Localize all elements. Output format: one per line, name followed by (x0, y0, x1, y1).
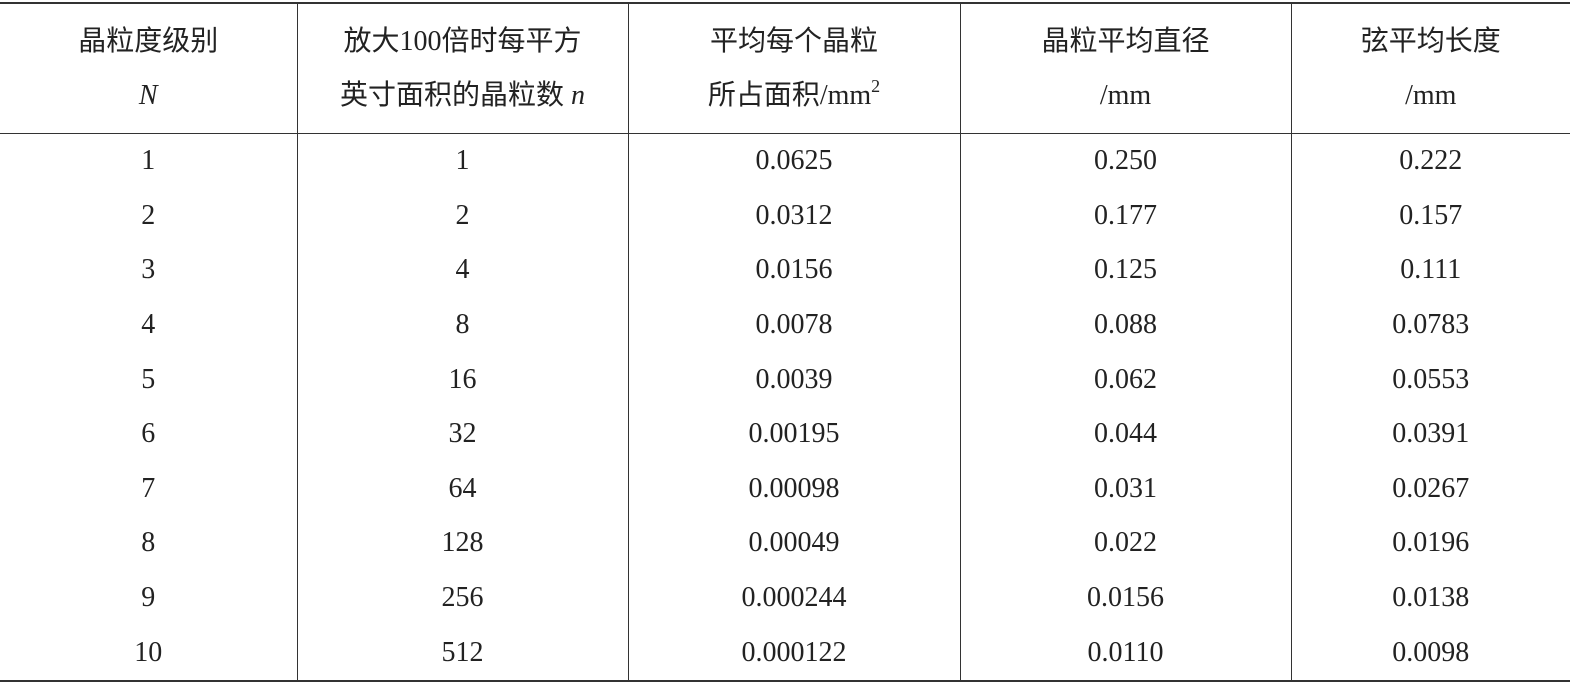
table-cell: 0.0391 (1290, 406, 1570, 462)
table-cell: 0.0625 (627, 133, 960, 189)
table-cell: 0.031 (959, 461, 1291, 517)
table-cell: 2 (141, 199, 156, 231)
table-cell: 2 (296, 188, 628, 244)
table-cell: 4 (141, 309, 156, 341)
table-cell: 0.062 (959, 352, 1291, 407)
table-cell: 1 (141, 145, 156, 177)
table-cell: 128 (296, 516, 628, 571)
header-cell: 晶粒度级别 N (0, 3, 297, 134)
table-cell: 6 (141, 418, 156, 450)
table-cell: 0.0039 (627, 352, 960, 407)
table-cell: 0.157 (1290, 188, 1570, 244)
table-cell: 0.0156 (627, 243, 960, 298)
table-cell: 0.000244 (627, 570, 960, 626)
table-cell: 256 (296, 570, 628, 626)
header-text: 晶粒平均直径 (1041, 25, 1210, 57)
header-text: 放大100倍时每平方 (343, 25, 582, 57)
table-cell: 0.0110 (959, 625, 1291, 681)
header-text: 2 (871, 75, 881, 96)
table-cell: 0.111 (1290, 243, 1570, 298)
table-cell: 0.0783 (1290, 297, 1570, 353)
table-cell: 8 (296, 297, 628, 353)
table-cell: 10 (134, 636, 163, 668)
table-row: 2 2 0.0312 0.177 0.157 (0, 188, 1570, 244)
table-row: 10 512 0.000122 0.0110 0.0098 (0, 625, 1570, 681)
table-header: 晶粒度级别 N 放大100倍时每平方英寸面积的晶粒数 n 平均每个晶粒 所占面积/m… (0, 3, 1570, 134)
table-cell: 512 (296, 625, 628, 681)
table-cell: 0.222 (1290, 133, 1570, 189)
header-cell: 晶粒平均直径/mm (959, 3, 1291, 134)
table-row: 6 32 0.00195 0.044 0.0391 (0, 406, 1570, 462)
table-cell: 8 (141, 527, 156, 559)
table-row: 5 16 0.0039 0.062 0.0553 (0, 352, 1570, 407)
header-cell: 平均每个晶粒 所占面积/mm2 (627, 3, 960, 134)
header-text: 所占面积/mm (707, 79, 872, 111)
table-cell: 0.044 (959, 406, 1291, 462)
table-cell: 5 (141, 363, 156, 395)
table-cell: 0.00049 (627, 516, 960, 571)
table-cell: 0.0267 (1290, 461, 1570, 517)
table-row: 7 64 0.00098 0.031 0.0267 (0, 461, 1570, 517)
table-cell: 0.00195 (627, 406, 960, 462)
header-text: /mm (1405, 79, 1457, 111)
table-cell: 1 (296, 133, 628, 189)
table-row: 8 128 0.00049 0.022 0.0196 (0, 516, 1570, 571)
header-row: 晶粒度级别 N 放大100倍时每平方英寸面积的晶粒数 n 平均每个晶粒 所占面积/m… (0, 3, 1570, 134)
table-cell: 0.0138 (1290, 570, 1570, 626)
table-cell: 64 (296, 461, 628, 517)
table-row: 4 8 0.0078 0.088 0.0783 (0, 297, 1570, 353)
table-cell: 0.177 (959, 188, 1291, 244)
table-cell: 16 (296, 352, 628, 407)
table-row: 1 1 0.0625 0.250 0.222 (0, 133, 1570, 189)
header-text: 晶粒度级别 (78, 25, 219, 57)
header-text: 弦平均长度 (1360, 25, 1501, 57)
table-cell: 0.0553 (1290, 352, 1570, 407)
table-cell: 3 (141, 254, 156, 286)
table-cell: 4 (296, 243, 628, 298)
header-text: 英寸面积的晶粒数 (339, 79, 564, 111)
table-cell: 7 (141, 472, 156, 504)
header-text: /mm (1099, 79, 1152, 111)
table-cell: 0.250 (959, 133, 1291, 189)
header-text: N (138, 79, 158, 111)
table-cell: 0.0196 (1290, 516, 1570, 571)
table-cell: 0.088 (959, 297, 1291, 353)
table-cell: 0.0156 (959, 570, 1291, 626)
table-body: 1 1 0.0625 0.250 0.222 2 2 0.0312 0.177 0.157 3 4 0.… (0, 133, 1570, 681)
header-cell: 弦平均长度/mm (1290, 3, 1570, 134)
table-cell: 9 (141, 582, 156, 614)
table-cell: 0.0098 (1290, 625, 1570, 681)
table-cell: 0.000122 (627, 625, 960, 681)
table-cell: 0.0078 (627, 297, 960, 353)
table-cell: 0.00098 (627, 461, 960, 517)
header-cell: 放大100倍时每平方英寸面积的晶粒数 n (296, 3, 628, 134)
table-row: 9 256 0.000244 0.0156 0.0138 (0, 570, 1570, 626)
table-cell: 0.125 (959, 243, 1291, 298)
header-text: 平均每个晶粒 (709, 25, 878, 57)
table-cell: 32 (296, 406, 628, 462)
table-cell: 0.022 (959, 516, 1291, 571)
table-row: 3 4 0.0156 0.125 0.111 (0, 243, 1570, 298)
header-text: n (571, 79, 585, 111)
table-cell: 0.0312 (627, 188, 960, 244)
